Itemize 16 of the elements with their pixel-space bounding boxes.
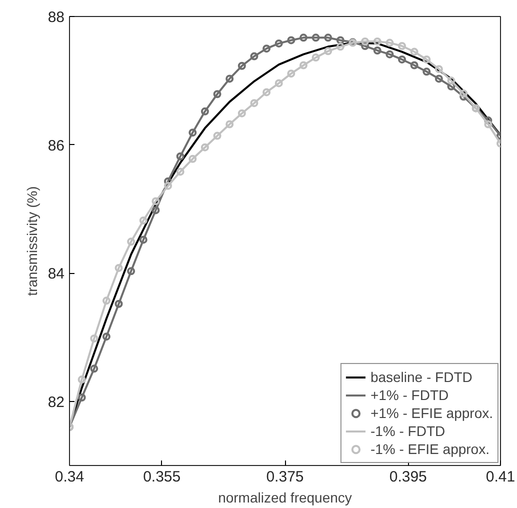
y-tick-label: 88 <box>48 9 65 26</box>
x-tick-label: 0.34 <box>54 468 84 486</box>
legend-label: -1% - FDTD <box>370 422 446 440</box>
x-tick-label: 0.41 <box>486 468 516 486</box>
legend-label: baseline - FDTD <box>370 368 472 386</box>
y-axis-title: transmissivity (%) <box>24 186 40 296</box>
legend-label: -1% - EFIE approx. <box>370 440 490 458</box>
x-tick-label: 0.395 <box>389 468 427 486</box>
legend-label: +1% - EFIE approx. <box>370 404 493 422</box>
y-tick-label: 82 <box>48 394 65 411</box>
x-axis-title: normalized frequency <box>218 490 352 506</box>
legend-label: +1% - FDTD <box>370 386 449 404</box>
x-tick-label: 0.375 <box>266 468 304 486</box>
y-tick-label: 86 <box>48 137 65 154</box>
x-tick-label: 0.355 <box>143 468 181 486</box>
y-tick-label: 84 <box>48 266 65 283</box>
